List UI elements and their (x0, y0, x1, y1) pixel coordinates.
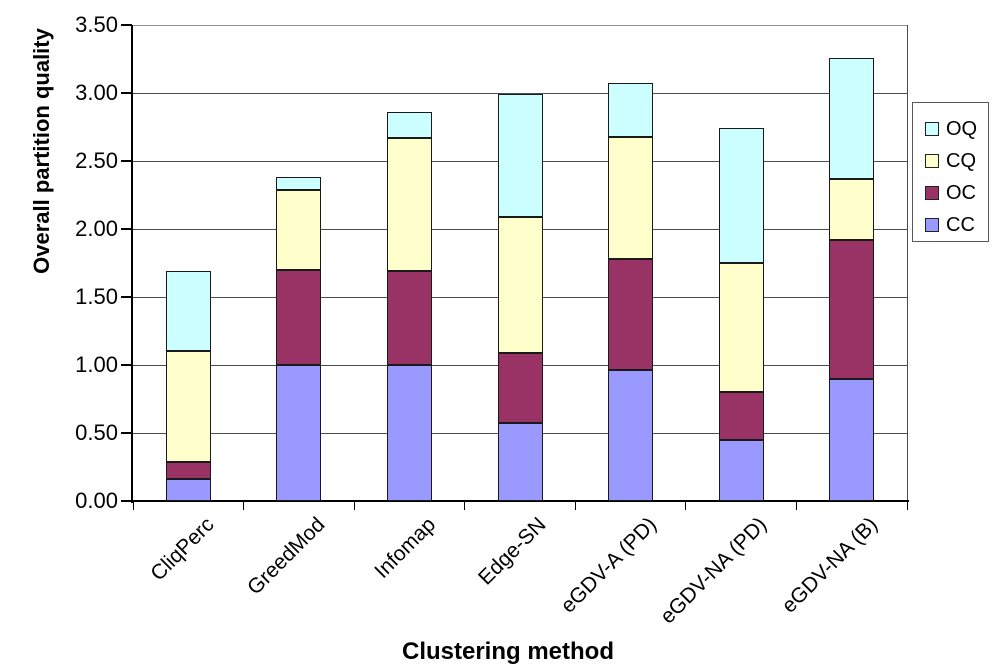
legend-swatch-CC (925, 218, 939, 232)
legend-label: CQ (946, 150, 976, 172)
y-tick-label: 1.00 (75, 352, 118, 377)
gridline (133, 92, 907, 94)
bar-segment-OC (608, 258, 654, 371)
bar-segment-OQ (829, 57, 875, 179)
y-axis-tick (121, 160, 132, 162)
bar-segment-CQ (829, 178, 875, 240)
y-tick-label: 0.50 (75, 420, 118, 445)
bar-segment-CQ (276, 189, 322, 270)
bar-segment-OC (829, 239, 875, 379)
bar-segment-OC (386, 271, 432, 365)
bar-segment-OQ (165, 271, 211, 352)
y-axis-tick (121, 500, 132, 502)
bar-segment-CC (829, 378, 875, 501)
bar-segment-CQ (165, 351, 211, 462)
legend-item: CQ (925, 145, 988, 177)
y-tick-label: 2.50 (75, 148, 118, 173)
y-tick-label: 0.00 (75, 488, 118, 513)
y-axis-tick (121, 364, 132, 366)
legend-label: OQ (946, 118, 978, 140)
y-axis-tick (121, 92, 132, 94)
bar-segment-CC (608, 370, 654, 501)
y-tick-label: 3.50 (75, 12, 118, 37)
y-tick-label: 3.00 (75, 80, 118, 105)
y-axis-tick (121, 228, 132, 230)
y-axis-line (131, 25, 133, 503)
legend-swatch-CQ (925, 154, 939, 168)
plot-right-border (907, 25, 908, 501)
legend-item: OQ (925, 113, 988, 145)
bar-segment-OQ (718, 128, 764, 263)
x-axis-tick (243, 502, 245, 510)
bar-segment-OC (165, 461, 211, 480)
x-tick-label: GreedMod (242, 513, 330, 600)
bar-segment-CQ (497, 216, 543, 353)
x-tick-label: eGDV-NA (B) (777, 513, 882, 618)
x-axis-tick (464, 502, 466, 510)
legend-swatch-OQ (925, 122, 939, 136)
x-tick-label: CliqPerc (146, 513, 219, 586)
y-tick-label: 2.00 (75, 216, 118, 241)
y-axis-tick (121, 24, 132, 26)
legend: OQ CQ OC CC (912, 102, 989, 242)
bar-segment-OQ (497, 94, 543, 217)
y-axis-tick (121, 432, 132, 434)
x-axis-tick (685, 502, 687, 510)
x-axis-tick (574, 502, 576, 510)
legend-label: CC (946, 214, 975, 236)
bar-segment-CC (718, 439, 764, 501)
legend-swatch-OC (925, 186, 939, 200)
bar-segment-OQ (276, 177, 322, 190)
bar-segment-OQ (608, 83, 654, 137)
gridline (133, 24, 907, 26)
x-tick-label: eGDV-NA (PD) (656, 513, 772, 629)
bar-segment-CC (276, 365, 322, 501)
x-axis-tick (906, 502, 908, 510)
x-tick-label: Edge-SN (473, 513, 551, 590)
x-axis-tick (132, 502, 134, 510)
x-axis-tick (353, 502, 355, 510)
bar-segment-OQ (386, 112, 432, 138)
bar-segment-CC (386, 365, 432, 501)
legend-item: CC (925, 209, 988, 241)
bar-segment-OC (497, 352, 543, 424)
bar-segment-CQ (386, 137, 432, 272)
y-axis-tick (121, 296, 132, 298)
bar-segment-OC (276, 269, 322, 365)
x-axis-title: Clustering method (401, 638, 614, 665)
x-tick-label: Infomap (369, 513, 440, 583)
bar-segment-OC (718, 392, 764, 440)
legend-item: OC (925, 177, 988, 209)
bar-segment-CC (497, 423, 543, 501)
y-tick-label: 1.50 (75, 284, 118, 309)
bar-segment-CQ (718, 263, 764, 393)
legend-label: OC (946, 182, 976, 204)
x-axis-tick (795, 502, 797, 510)
x-tick-label: eGDV-A (PD) (556, 513, 661, 618)
bar-segment-CQ (608, 136, 654, 259)
x-axis-line (131, 500, 909, 502)
bar-segment-CC (165, 479, 211, 501)
